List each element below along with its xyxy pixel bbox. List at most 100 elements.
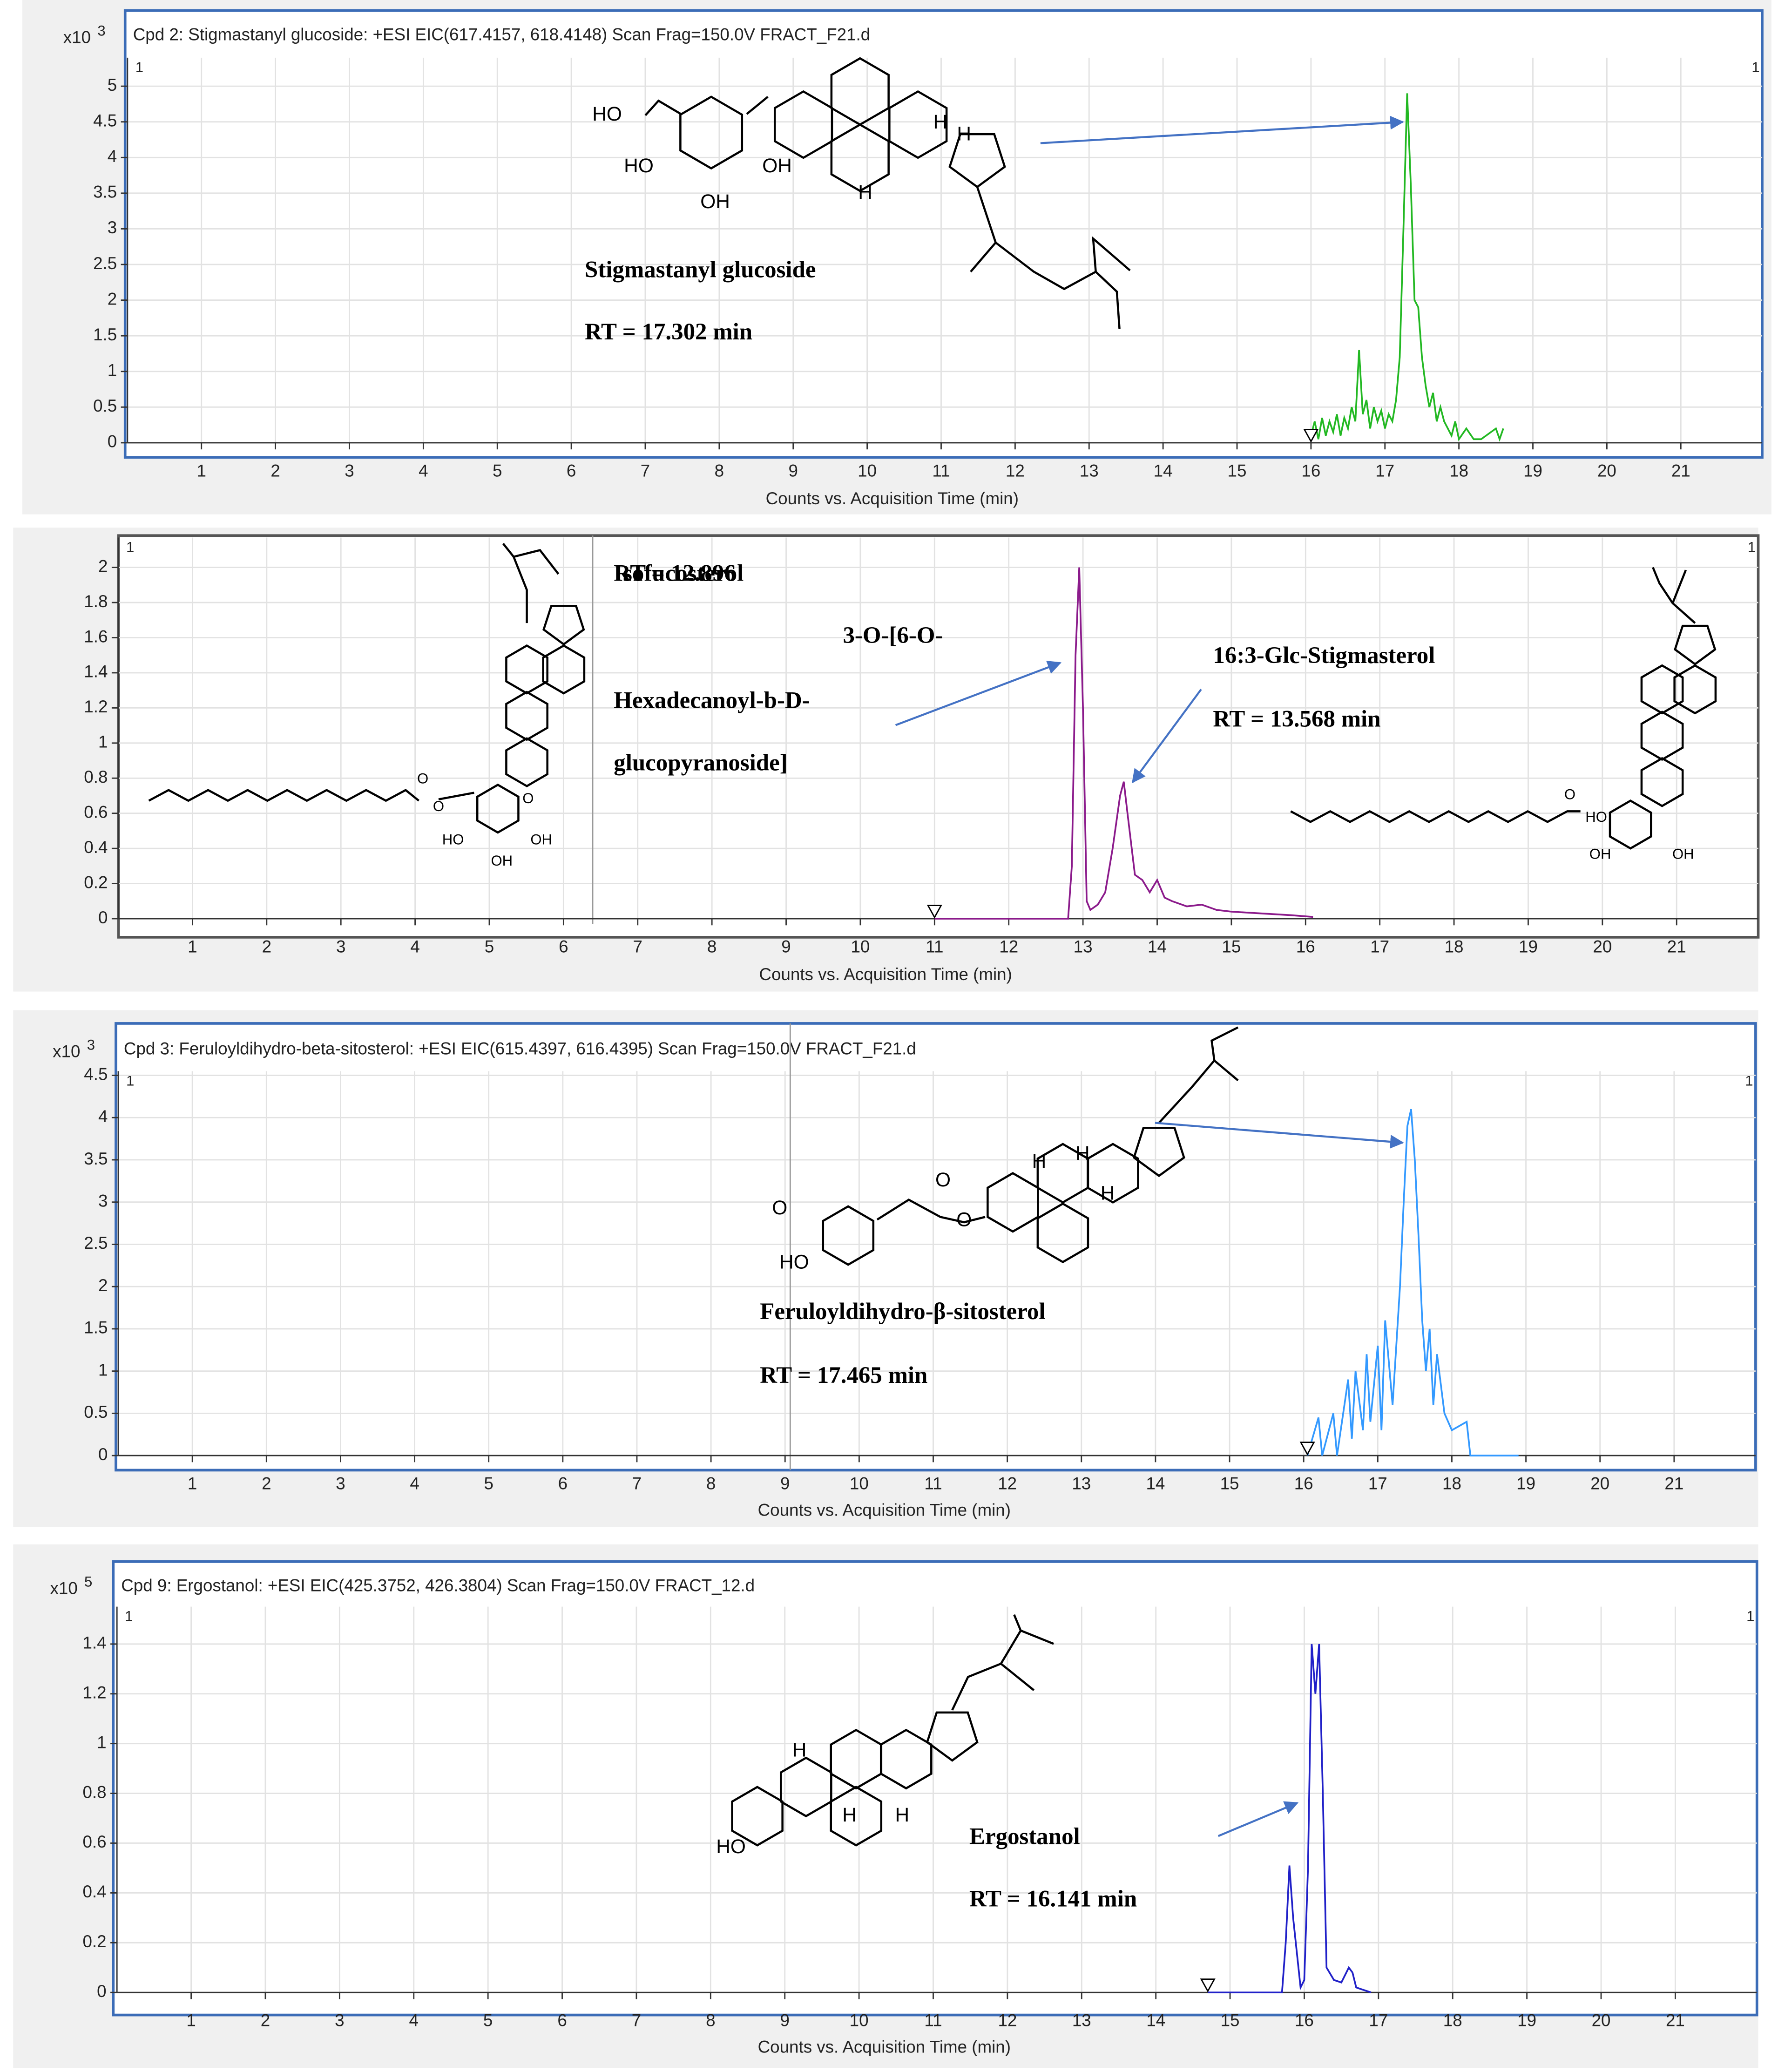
y-tick-label: 1.4 xyxy=(84,662,108,681)
x-tick-label: 6 xyxy=(559,937,568,956)
x-tick-label: 2 xyxy=(262,937,271,956)
y-tick-label: 0.5 xyxy=(93,396,117,415)
x-tick-label: 10 xyxy=(850,1474,869,1493)
atom-label: O xyxy=(956,1208,972,1231)
x-tick-label: 1 xyxy=(186,2011,196,2030)
x-tick-label: 21 xyxy=(1666,2011,1685,2030)
corner-label: 1 xyxy=(1745,1072,1753,1089)
x-tick-label: 3 xyxy=(336,1474,345,1493)
y-tick-label: 0.2 xyxy=(84,873,108,892)
x-tick-label: 19 xyxy=(1516,1474,1535,1493)
x-tick-label: 10 xyxy=(851,937,870,956)
atom-label: H xyxy=(933,111,948,133)
trace xyxy=(1306,1109,1519,1456)
atom-label: O xyxy=(1564,786,1575,802)
x-tick-label: 7 xyxy=(641,461,650,480)
x-tick-label: 15 xyxy=(1221,2011,1240,2030)
atom-label: O xyxy=(772,1197,787,1219)
x-tick-label: 18 xyxy=(1445,937,1464,956)
atom-label: HO xyxy=(442,831,464,847)
structure-bond xyxy=(876,1198,986,1224)
annotation: Isofucosterol xyxy=(614,560,744,586)
annotation: RT = 16.141 min xyxy=(969,1885,1137,1912)
y-tick-label: 0 xyxy=(98,1445,108,1464)
x-tick-label: 13 xyxy=(1080,461,1099,480)
trace xyxy=(934,567,1313,920)
panel-title: Cpd 9: Ergostanol: +ESI EIC(425.3752, 42… xyxy=(121,1576,755,1595)
x-tick-label: 16 xyxy=(1295,2011,1314,2030)
atom-label: OH xyxy=(762,155,792,177)
structure-bond xyxy=(438,792,474,801)
atom-label: H xyxy=(858,181,872,203)
y-tick-label: 3 xyxy=(108,218,117,237)
plot-frame xyxy=(123,9,1764,459)
structure-ring xyxy=(1609,799,1652,850)
atom-label: OH xyxy=(700,190,730,213)
annotation: RT = 12.896 xyxy=(614,560,736,586)
y-tick-label: 1.5 xyxy=(93,325,117,344)
y-tick-label: 1.2 xyxy=(84,697,108,716)
x-tick-label: 10 xyxy=(858,461,877,480)
x-tick-label: 21 xyxy=(1667,937,1686,956)
annotation: RT = 13.568 min xyxy=(1213,705,1380,732)
atom-label: OH xyxy=(1589,846,1611,862)
corner-label: 1 xyxy=(1751,59,1759,75)
x-tick-label: 2 xyxy=(262,1474,271,1493)
annotation: RT = 17.302 min xyxy=(585,318,752,345)
x-tick-label: 1 xyxy=(196,461,206,480)
y-tick-label: 2.5 xyxy=(84,1233,108,1253)
annotation: RT = 17.465 min xyxy=(760,1362,927,1388)
structure-bond xyxy=(970,242,997,273)
structure-ring xyxy=(505,737,548,787)
structure-bond xyxy=(1020,1629,1054,1645)
start-marker xyxy=(1200,1978,1216,1993)
x-tick-label: 20 xyxy=(1597,461,1616,480)
structure-bond xyxy=(1290,810,1581,823)
x-tick-label: 6 xyxy=(557,2011,567,2030)
x-tick-label: 4 xyxy=(410,937,419,956)
y-tick-label: 5 xyxy=(108,75,117,95)
x-tick-label: 5 xyxy=(485,937,494,956)
plot-frame xyxy=(115,1022,1757,1472)
y-tick-label: 1.4 xyxy=(82,1633,106,1652)
atom-label: H xyxy=(895,1804,909,1826)
x-tick-label: 17 xyxy=(1368,1474,1387,1493)
x-tick-label: 1 xyxy=(188,937,197,956)
structure-ring xyxy=(948,133,1006,189)
y-tick-label: 0.8 xyxy=(82,1782,106,1801)
structure-ring xyxy=(731,1786,784,1847)
y-tick-label: 1.6 xyxy=(84,627,108,646)
y-tick-label: 1 xyxy=(97,1733,106,1752)
x-tick-label: 12 xyxy=(998,1474,1017,1493)
annotation: Stigmastanyl glucoside xyxy=(585,256,816,283)
atom-label: O xyxy=(522,790,534,806)
structure-ring xyxy=(542,605,585,646)
structure-ring xyxy=(830,1786,883,1847)
x-axis-label: Counts vs. Acquisition Time (min) xyxy=(758,1500,1011,1519)
x-tick-label: 21 xyxy=(1664,1474,1683,1493)
structure-ring xyxy=(1640,757,1684,807)
structure-bond xyxy=(502,542,528,623)
y-unit-exponent: 3 xyxy=(87,1037,95,1053)
arrow xyxy=(1217,1801,1299,1837)
x-tick-label: 6 xyxy=(567,461,576,480)
x-tick-label: 11 xyxy=(924,1474,942,1493)
x-tick-label: 4 xyxy=(409,2011,419,2030)
arrow xyxy=(895,661,1062,726)
x-tick-label: 5 xyxy=(484,1474,493,1493)
x-tick-label: 9 xyxy=(780,2011,789,2030)
arrow xyxy=(1132,689,1202,784)
x-tick-label: 14 xyxy=(1148,937,1167,956)
annotation: 16:3-Glc-Stigmasterol xyxy=(1213,642,1435,669)
y-tick-label: 0.6 xyxy=(84,802,108,821)
x-tick-label: 7 xyxy=(633,937,642,956)
x-tick-label: 14 xyxy=(1154,461,1173,480)
x-tick-label: 19 xyxy=(1517,2011,1536,2030)
x-tick-label: 15 xyxy=(1220,1474,1239,1493)
x-tick-label: 3 xyxy=(335,2011,344,2030)
panel-title: Cpd 2: Stigmastanyl glucoside: +ESI EIC(… xyxy=(133,25,870,44)
x-tick-label: 12 xyxy=(998,2011,1017,2030)
atom-label: H xyxy=(957,123,971,145)
